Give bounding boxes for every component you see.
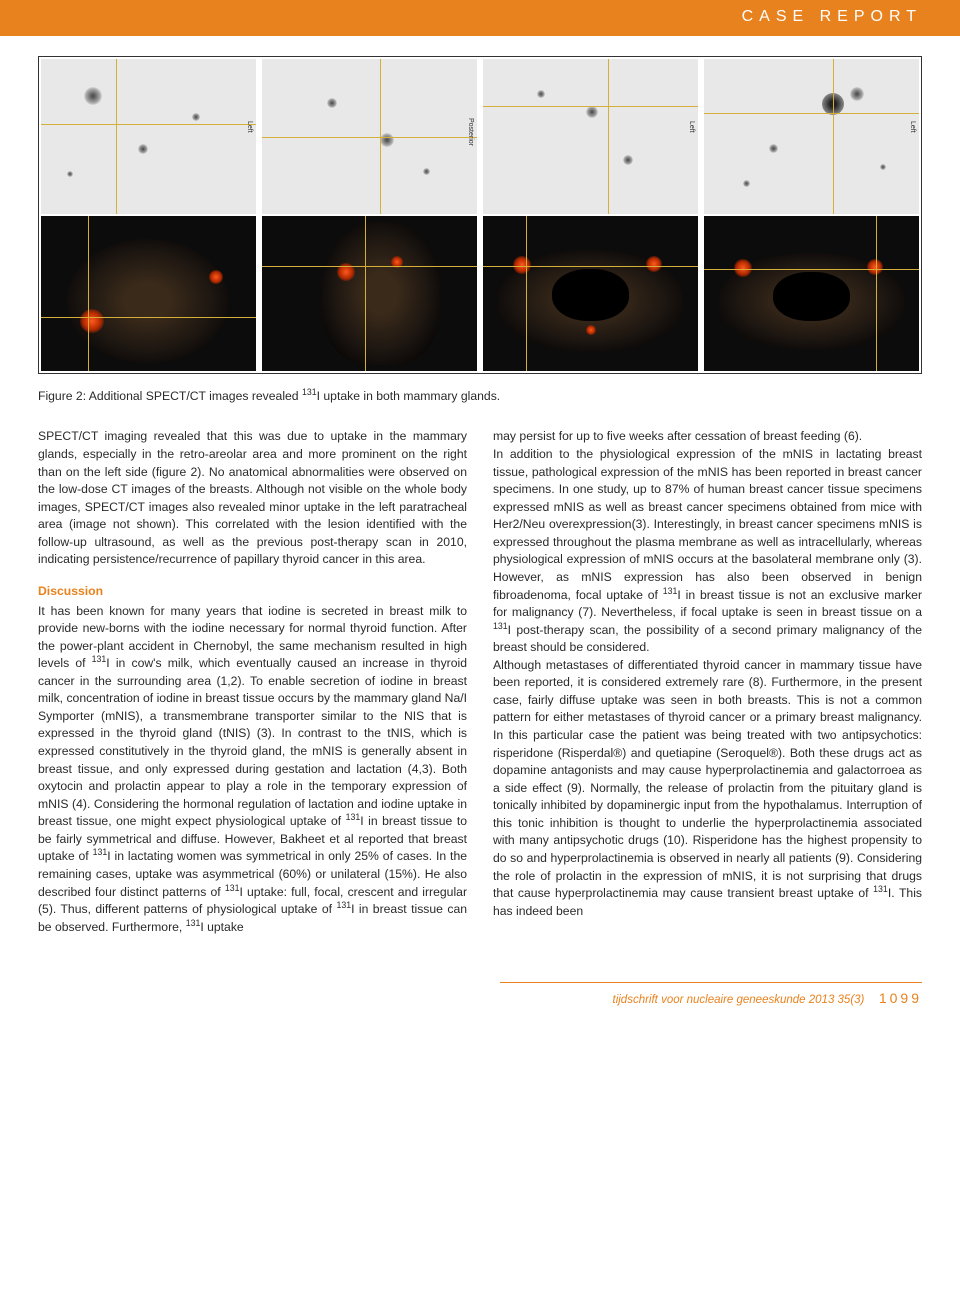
footer-rule (500, 982, 922, 983)
ct-panel-1 (41, 216, 256, 371)
ct-panel-3 (483, 216, 698, 371)
spect-panel-1: Left (41, 59, 256, 214)
right-para-2: In addition to the physiological express… (493, 446, 922, 657)
ct-panel-4 (704, 216, 919, 371)
panel-label-posterior: Posterior (467, 118, 474, 146)
figure-2-caption: Figure 2: Additional SPECT/CT images rev… (38, 388, 922, 404)
right-para-3: Although metastases of differentiated th… (493, 657, 922, 920)
panel-label-left-3: Left (909, 121, 916, 133)
header-bar: CASE REPORT (0, 0, 960, 36)
panel-label-left-2: Left (688, 121, 695, 133)
spect-panel-4: Left (704, 59, 919, 214)
journal-ref: tijdschrift voor nucleaire geneeskunde 2… (613, 994, 865, 1006)
spect-panel-3: Left (483, 59, 698, 214)
ct-panel-2 (262, 216, 477, 371)
figure-2-frame: Left Posterior Left (38, 56, 922, 374)
figure-row-spect: Left Posterior Left (41, 59, 919, 214)
page-footer: tijdschrift voor nucleaire geneeskunde 2… (0, 982, 960, 1024)
right-column: may persist for up to five weeks after c… (493, 428, 922, 936)
panel-label-left: Left (246, 121, 253, 133)
left-para-1: SPECT/CT imaging revealed that this was … (38, 428, 467, 569)
header-label: CASE REPORT (742, 8, 922, 26)
page-number: 1099 (879, 990, 922, 1006)
right-para-1: may persist for up to five weeks after c… (493, 428, 922, 446)
spect-panel-2: Posterior (262, 59, 477, 214)
discussion-heading: Discussion (38, 583, 467, 601)
page-content: Left Posterior Left (0, 36, 960, 936)
text-columns: SPECT/CT imaging revealed that this was … (38, 428, 922, 936)
left-column: SPECT/CT imaging revealed that this was … (38, 428, 467, 936)
left-para-2: It has been known for many years that io… (38, 603, 467, 937)
figure-row-ct (41, 216, 919, 371)
